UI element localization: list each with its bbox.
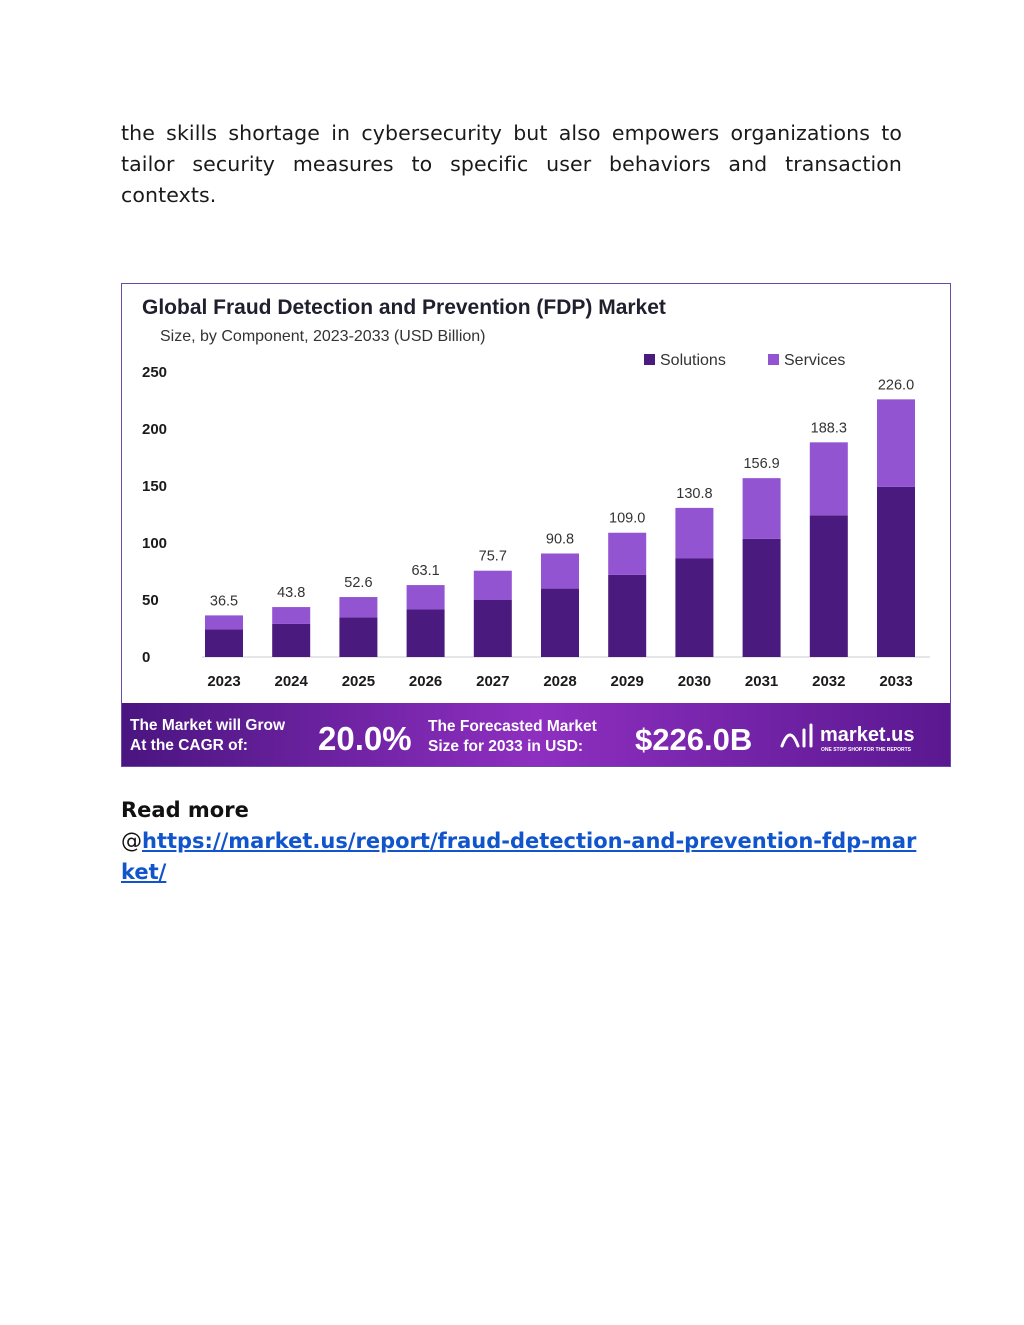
bar-services-2029 [608, 532, 647, 575]
x-tick-label: 2031 [745, 673, 778, 690]
bar-total-label: 130.8 [676, 486, 712, 502]
bar-services-2030 [675, 507, 714, 559]
bar-total-label: 156.9 [743, 456, 779, 472]
at-sign: @ [121, 829, 142, 853]
bar-solutions-2023 [205, 629, 243, 657]
bar-services-2027 [473, 570, 512, 600]
chart-title: Global Fraud Detection and Prevention (F… [142, 296, 666, 319]
chart-legend: Solutions Services [644, 352, 845, 369]
forecast-label-line1: The Forecasted Market [428, 718, 597, 735]
x-tick-label: 2032 [812, 673, 845, 690]
bar-solutions-2027 [473, 600, 512, 657]
y-tick-label: 0 [142, 649, 150, 666]
summary-banner: The Market will Grow At the CAGR of: 20.… [122, 703, 950, 766]
cagr-label-line2: At the CAGR of: [130, 737, 248, 754]
legend-swatch-solutions [644, 354, 655, 365]
bar-services-2023 [205, 615, 243, 630]
x-tick-label: 2027 [476, 673, 509, 690]
bar-total-label: 90.8 [546, 531, 574, 547]
bar-services-2026 [406, 585, 445, 610]
bar-solutions-2031 [742, 538, 781, 657]
bar-services-2033 [877, 399, 915, 487]
bar-total-label: 226.0 [878, 377, 914, 393]
forecast-value: $226.0B [635, 722, 752, 757]
bar-services-2025 [339, 597, 378, 618]
y-tick-label: 250 [142, 364, 167, 381]
chart-subtitle: Size, by Component, 2023-2033 (USD Billi… [160, 328, 486, 345]
bar-total-label: 36.5 [210, 593, 238, 609]
bar-solutions-2030 [675, 558, 714, 657]
bar-services-2032 [809, 442, 848, 516]
report-link[interactable]: https://market.us/report/fraud-detection… [121, 829, 917, 884]
x-tick-label: 2026 [409, 673, 442, 690]
y-tick-label: 150 [142, 478, 167, 495]
x-tick-label: 2025 [342, 673, 375, 690]
bar-solutions-2032 [809, 515, 848, 657]
bar-solutions-2029 [608, 574, 647, 657]
bar-total-label: 188.3 [811, 420, 847, 436]
x-tick-label: 2024 [275, 673, 309, 690]
bar-solutions-2026 [406, 609, 445, 657]
market-chart-figure: Global Fraud Detection and Prevention (F… [121, 283, 951, 767]
x-tick-label: 2029 [611, 673, 644, 690]
legend-swatch-services [768, 354, 779, 365]
y-tick-label: 50 [142, 592, 159, 609]
brand-name: market.us [820, 724, 915, 746]
body-paragraph: the skills shortage in cybersecurity but… [121, 121, 902, 207]
y-axis: 250 200 150 100 50 0 [142, 364, 167, 666]
stacked-bar-chart: Global Fraud Detection and Prevention (F… [122, 296, 950, 766]
cagr-value: 20.0% [318, 720, 412, 757]
bar-total-label: 63.1 [411, 563, 439, 579]
y-tick-label: 200 [142, 421, 167, 438]
bar-services-2031 [742, 478, 781, 539]
bars-group: 36.5 43.8 52.6 63.1 75.7 90.8 109.0 130.8 156.9 1… [205, 377, 915, 657]
forecast-label-line2: Size for 2033 in USD: [428, 738, 583, 755]
bar-services-2028 [541, 553, 579, 589]
bar-total-label: 52.6 [344, 575, 372, 591]
brand-tagline: ONE STOP SHOP FOR THE REPORTS [821, 747, 912, 753]
bar-total-label: 43.8 [277, 585, 305, 601]
bar-solutions-2028 [541, 588, 579, 657]
bar-solutions-2033 [877, 486, 915, 657]
bar-total-label: 75.7 [479, 549, 507, 565]
x-tick-label: 2033 [879, 673, 912, 690]
bar-solutions-2025 [339, 617, 378, 657]
legend-label-solutions: Solutions [660, 352, 726, 369]
bar-solutions-2024 [272, 623, 311, 657]
read-more-section: Read more @https://market.us/report/frau… [121, 795, 921, 888]
y-tick-label: 100 [142, 535, 167, 552]
bar-total-label: 109.0 [609, 511, 645, 527]
legend-label-services: Services [784, 352, 845, 369]
x-axis: 2023 2024 2025 2026 2027 2028 2029 2030 2031 2032… [207, 673, 912, 690]
read-more-label: Read more [121, 798, 249, 822]
x-tick-label: 2030 [678, 673, 711, 690]
market-us-logo-icon [780, 723, 813, 748]
bar-services-2024 [272, 607, 311, 624]
x-tick-label: 2023 [207, 673, 240, 690]
x-tick-label: 2028 [543, 673, 576, 690]
cagr-label-line1: The Market will Grow [130, 717, 286, 734]
